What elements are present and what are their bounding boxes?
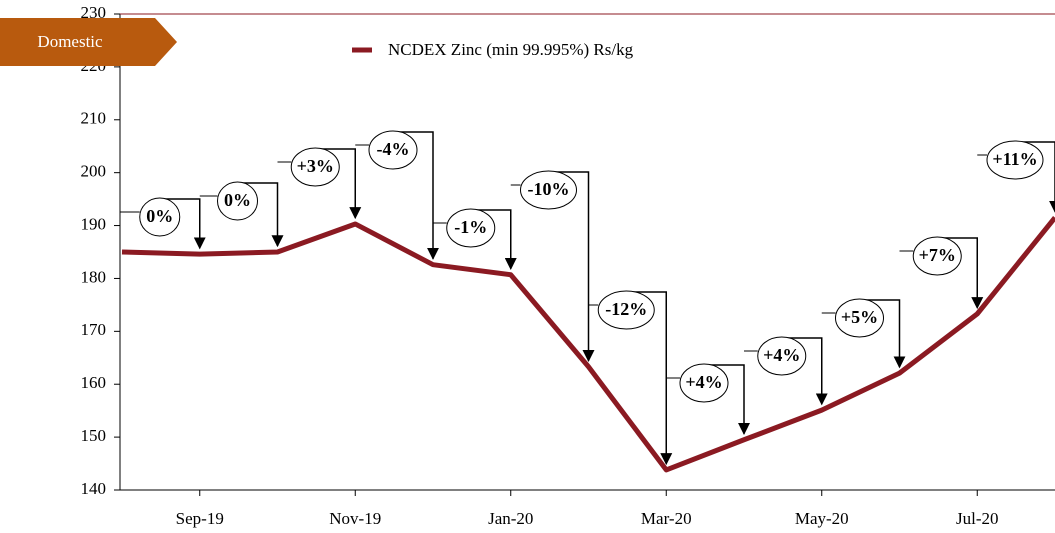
annotation-label: +5% bbox=[841, 307, 878, 327]
legend-label: NCDEX Zinc (min 99.995%) Rs/kg bbox=[388, 40, 634, 59]
annotation-arrow bbox=[548, 171, 595, 362]
annotation-bubble bbox=[912, 236, 962, 276]
annotation-label: -1% bbox=[454, 217, 487, 237]
annotation-arrow bbox=[859, 299, 906, 369]
annotation-arrow bbox=[1015, 141, 1055, 213]
x-tick-label: May-20 bbox=[795, 509, 849, 528]
y-tick-label: 200 bbox=[81, 162, 107, 181]
y-tick-label: 140 bbox=[81, 479, 107, 498]
annotation-label: 0% bbox=[146, 206, 173, 226]
annotation-bubble bbox=[835, 298, 884, 338]
x-tick-label: Jul-20 bbox=[956, 509, 999, 528]
annotation-bubble bbox=[368, 130, 418, 170]
y-tick-label: 170 bbox=[81, 320, 107, 339]
annotation-arrow bbox=[937, 237, 984, 310]
annotation-arrow bbox=[393, 131, 439, 260]
badge-label: Domestic bbox=[37, 32, 103, 51]
annotation-label: +11% bbox=[992, 149, 1037, 169]
annotation-bubble bbox=[520, 170, 577, 210]
series-line bbox=[121, 216, 1055, 473]
annotation-arrow bbox=[159, 198, 206, 250]
annotation-arrow bbox=[237, 182, 284, 248]
annotation-bubble bbox=[679, 363, 729, 403]
annotation-label: +3% bbox=[297, 156, 334, 176]
annotation-label: -12% bbox=[605, 299, 647, 319]
annotation-bubble bbox=[139, 197, 181, 237]
annotation-bubble bbox=[757, 336, 807, 376]
annotation-bubble bbox=[217, 181, 258, 221]
annotation-arrow bbox=[704, 364, 750, 435]
y-tick-label: 150 bbox=[81, 426, 107, 445]
y-tick-label: 210 bbox=[81, 109, 107, 128]
y-tick-label: 180 bbox=[81, 267, 107, 286]
y-tick-label: 190 bbox=[81, 214, 107, 233]
annotation-bubble bbox=[986, 140, 1044, 180]
y-tick-label: 230 bbox=[81, 3, 107, 22]
x-tick-label: Mar-20 bbox=[641, 509, 692, 528]
x-tick-label: Nov-19 bbox=[329, 509, 381, 528]
x-tick-label: Sep-19 bbox=[176, 509, 224, 528]
annotation-arrow bbox=[315, 148, 362, 220]
annotation-label: -10% bbox=[528, 179, 570, 199]
annotation-arrow bbox=[626, 291, 673, 466]
annotation-label: +4% bbox=[763, 345, 800, 365]
annotation-arrow bbox=[470, 209, 517, 270]
x-tick-label: Jan-20 bbox=[488, 509, 533, 528]
annotation-label: 0% bbox=[224, 190, 251, 210]
y-tick-label: 160 bbox=[81, 373, 107, 392]
annotation-bubble bbox=[446, 208, 496, 248]
annotation-label: +4% bbox=[685, 372, 722, 392]
annotation-bubble bbox=[597, 290, 655, 330]
badge-shape bbox=[0, 18, 177, 66]
annotation-arrow bbox=[781, 337, 828, 406]
annotation-label: -4% bbox=[377, 139, 410, 159]
annotation-label: +7% bbox=[919, 245, 956, 265]
annotation-bubble bbox=[290, 147, 340, 187]
